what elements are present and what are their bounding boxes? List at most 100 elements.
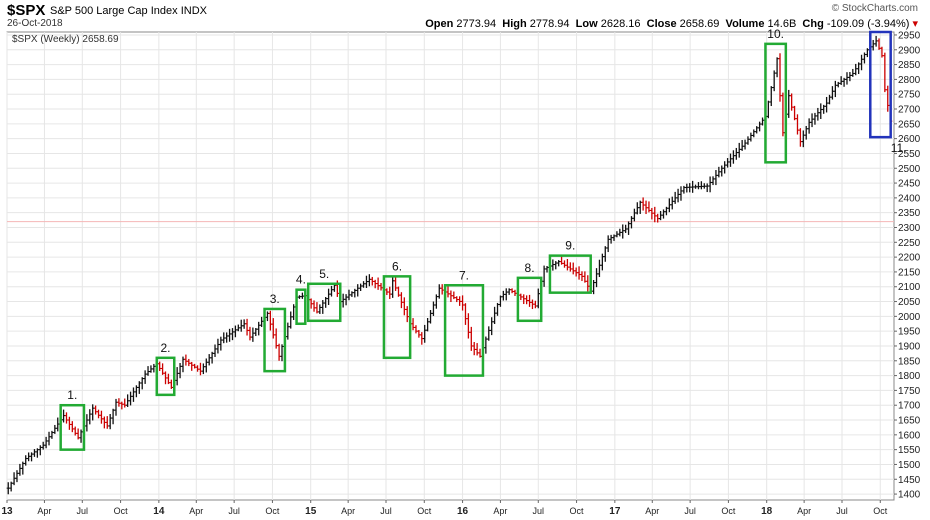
price-bar	[67, 416, 72, 430]
volume-value: 14.6B	[767, 18, 797, 30]
price-bar	[737, 142, 741, 158]
price-bar	[123, 398, 127, 408]
price-bar	[519, 293, 523, 301]
change-value: -109.09 (-3.94%)	[826, 18, 910, 30]
annotation-label: 11.	[891, 141, 907, 155]
brand-logo[interactable]: © StockCharts.com	[831, 3, 918, 14]
price-bar	[493, 306, 497, 325]
y-tick-label: 2250	[898, 238, 921, 249]
annotation-label: 5.	[319, 267, 329, 281]
x-tick-label: Apr	[493, 506, 507, 516]
high-label: High	[502, 18, 527, 30]
y-tick-label: 2900	[898, 45, 921, 56]
annotation-boxes: 1. 2. 3. 4. 5. 6. 7. 8. 9. 10. 11.	[59, 27, 907, 451]
price-bar	[693, 184, 698, 189]
price-bar	[836, 81, 840, 88]
price-bars	[6, 35, 893, 495]
price-bar	[312, 300, 316, 312]
price-bar	[874, 35, 878, 47]
x-tick-label: 16	[457, 506, 469, 517]
price-bar	[571, 262, 575, 275]
price-bar	[260, 316, 264, 327]
price-bar	[420, 332, 424, 345]
y-tick-label: 1950	[898, 327, 921, 338]
open-value: 2773.94	[456, 18, 497, 30]
price-bar	[557, 260, 561, 267]
price-bar	[329, 285, 334, 297]
price-bar	[679, 186, 683, 201]
x-tick-label: Oct	[265, 506, 280, 516]
annotation-box	[548, 254, 592, 294]
price-bar	[554, 261, 558, 270]
index-name: S&P 500 Large Cap Index INDX	[50, 5, 207, 17]
price-bar	[699, 181, 703, 190]
price-bar	[73, 426, 77, 436]
change-label: Chg	[802, 18, 824, 30]
price-bar	[47, 431, 51, 446]
y-tick-label: 2450	[898, 179, 921, 190]
price-bar	[396, 286, 401, 297]
price-bar	[859, 54, 864, 71]
price-bar	[402, 297, 406, 316]
price-bar	[99, 410, 104, 424]
y-tick-label: 1850	[898, 356, 921, 367]
price-bar	[353, 288, 357, 298]
y-tick-label: 2400	[898, 193, 921, 204]
annotation-label: 10.	[767, 27, 784, 41]
x-tick-label: Jul	[836, 506, 848, 516]
price-bar	[460, 295, 465, 311]
price-bar	[522, 294, 526, 305]
price-bar	[670, 196, 674, 210]
annotation-box	[59, 403, 86, 451]
price-bar	[629, 216, 634, 229]
price-bar	[621, 224, 625, 239]
price-bar	[449, 290, 453, 303]
price-bar	[184, 354, 188, 366]
volume-label: Volume	[725, 18, 765, 30]
quote-line: Open 2773.94 High 2778.94 Low 2628.16 Cl…	[425, 17, 918, 30]
price-bar	[615, 231, 619, 238]
price-bar	[131, 387, 136, 402]
y-tick-label: 2650	[898, 119, 921, 130]
price-bar	[198, 362, 203, 376]
price-bar	[624, 224, 628, 233]
price-bar	[207, 354, 211, 366]
x-tick-label: Apr	[341, 506, 355, 516]
price-bar	[490, 317, 494, 336]
price-bar	[740, 140, 744, 151]
price-bar	[405, 306, 409, 323]
price-bar	[527, 294, 532, 307]
price-bar	[309, 298, 313, 309]
price-bar	[38, 445, 42, 456]
price-bar	[478, 348, 482, 358]
chart-header: $SPX S&P 500 Large Cap Index INDX 26-Oct…	[0, 0, 930, 32]
annotation-box	[869, 30, 892, 139]
annotation-box	[263, 307, 287, 373]
price-bar	[300, 292, 304, 299]
y-tick-label: 1550	[898, 445, 921, 456]
price-bar	[632, 208, 636, 222]
price-bar	[344, 294, 348, 306]
price-bar	[399, 292, 404, 309]
price-bar	[862, 52, 867, 64]
price-bar	[597, 259, 602, 278]
price-bar	[289, 311, 293, 329]
price-bar	[108, 414, 112, 430]
x-tick-label: Oct	[417, 506, 432, 516]
plot-frame	[6, 31, 895, 501]
price-bar	[830, 86, 835, 100]
price-bar	[94, 405, 98, 415]
price-bar	[583, 271, 587, 283]
price-bar	[414, 325, 418, 334]
price-bar	[149, 365, 153, 373]
price-bar	[530, 299, 535, 310]
x-tick-label: Oct	[873, 506, 888, 516]
price-bar	[600, 253, 604, 271]
price-bar	[752, 129, 756, 138]
price-bar	[792, 105, 797, 121]
x-tick-label: Jul	[533, 506, 545, 516]
price-bar	[562, 260, 567, 268]
x-tick-label: Oct	[114, 506, 129, 516]
y-tick-label: 2300	[898, 223, 921, 234]
price-bar	[152, 363, 156, 373]
